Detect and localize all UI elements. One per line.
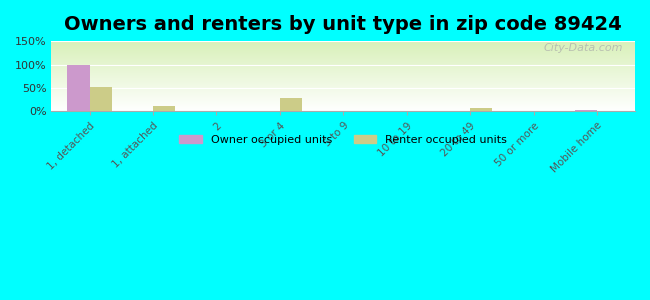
Legend: Owner occupied units, Renter occupied units: Owner occupied units, Renter occupied un… — [175, 130, 512, 149]
Bar — [280, 98, 302, 111]
Bar — [153, 106, 175, 111]
Bar — [68, 64, 90, 111]
Text: City-Data.com: City-Data.com — [544, 43, 623, 53]
Bar — [90, 87, 112, 111]
Bar — [575, 110, 597, 111]
Title: Owners and renters by unit type in zip code 89424: Owners and renters by unit type in zip c… — [64, 15, 622, 34]
Bar — [470, 108, 492, 111]
